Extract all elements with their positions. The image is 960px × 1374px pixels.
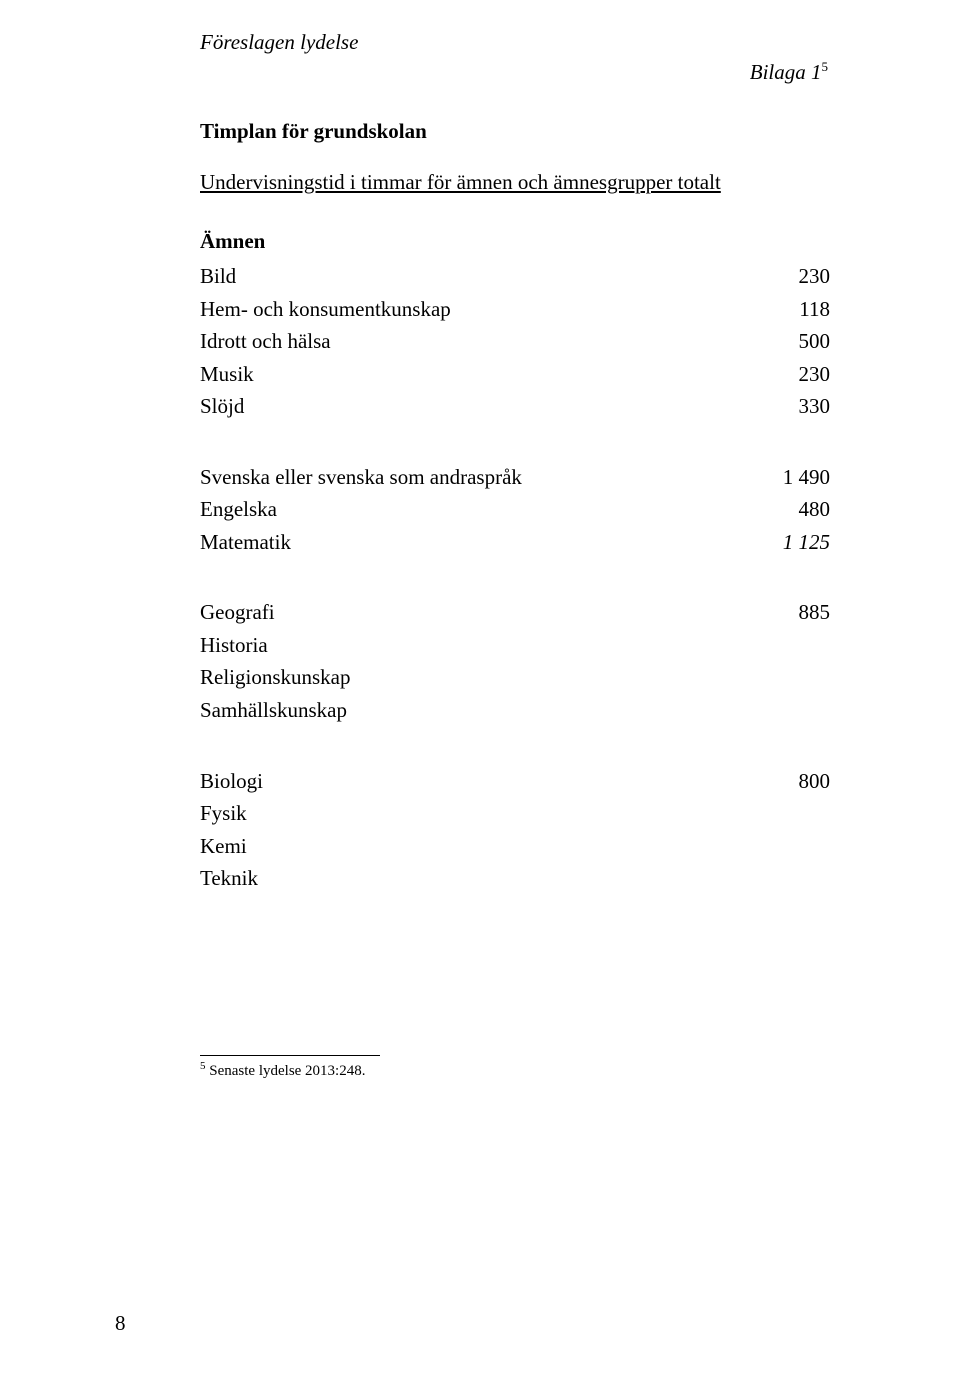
proposed-wording: Föreslagen lydelse [200, 30, 830, 55]
subject-label: Teknik [200, 862, 750, 895]
subject-label: Biologi [200, 765, 750, 798]
subject-value [750, 830, 830, 863]
subject-group-2: Svenska eller svenska som andraspråk1 49… [200, 461, 830, 559]
subject-value: 230 [750, 260, 830, 293]
subject-group-1: Bild230Hem- och konsumentkunskap118Idrot… [200, 260, 830, 423]
subject-row: Svenska eller svenska som andraspråk1 49… [200, 461, 830, 494]
subject-value [750, 862, 830, 895]
bilaga-text: Bilaga 1 [750, 60, 822, 84]
subject-label: Slöjd [200, 390, 750, 423]
subject-row: Musik230 [200, 358, 830, 391]
subject-value: 230 [750, 358, 830, 391]
subject-row: Hem- och konsumentkunskap118 [200, 293, 830, 326]
page-subtitle: Undervisningstid i timmar för ämnen och … [200, 170, 830, 195]
subject-group-4: Biologi800FysikKemiTeknik [200, 765, 830, 895]
subject-label: Historia [200, 629, 750, 662]
subject-row: Historia [200, 629, 830, 662]
subject-label: Samhällskunskap [200, 694, 750, 727]
subject-row: Teknik [200, 862, 830, 895]
subject-row: Religionskunskap [200, 661, 830, 694]
subject-value: 480 [750, 493, 830, 526]
bilaga-super: 5 [822, 59, 829, 74]
subject-label: Kemi [200, 830, 750, 863]
footnote-rule [200, 1055, 380, 1056]
subject-label: Bild [200, 260, 750, 293]
page-title: Timplan för grundskolan [200, 119, 830, 144]
subject-row: Slöjd330 [200, 390, 830, 423]
subject-label: Geografi [200, 596, 750, 629]
subject-row: Biologi800 [200, 765, 830, 798]
subject-row: Fysik [200, 797, 830, 830]
subject-row: Samhällskunskap [200, 694, 830, 727]
subject-value: 118 [750, 293, 830, 326]
subject-row: Idrott och hälsa500 [200, 325, 830, 358]
subject-group-3: Geografi885HistoriaReligionskunskapSamhä… [200, 596, 830, 726]
subject-value [750, 797, 830, 830]
subject-value: 800 [750, 765, 830, 798]
subject-label: Idrott och hälsa [200, 325, 750, 358]
subject-row: Bild230 [200, 260, 830, 293]
subject-value: 885 [750, 596, 830, 629]
footnote-text: Senaste lydelse 2013:248. [206, 1063, 366, 1079]
page-number: 8 [115, 1311, 126, 1336]
footnote: 5 Senaste lydelse 2013:248. [200, 1060, 830, 1080]
subject-value: 500 [750, 325, 830, 358]
section-heading: Ämnen [200, 229, 830, 254]
subject-label: Religionskunskap [200, 661, 750, 694]
subject-label: Fysik [200, 797, 750, 830]
subject-value: 1 125 [750, 526, 830, 559]
subject-value [750, 661, 830, 694]
subject-row: Matematik1 125 [200, 526, 830, 559]
subject-row: Geografi885 [200, 596, 830, 629]
subject-label: Musik [200, 358, 750, 391]
subject-label: Matematik [200, 526, 750, 559]
subject-value: 1 490 [750, 461, 830, 494]
subject-value: 330 [750, 390, 830, 423]
subject-row: Engelska480 [200, 493, 830, 526]
subject-label: Svenska eller svenska som andraspråk [200, 461, 750, 494]
subject-value [750, 629, 830, 662]
bilaga-label: Bilaga 15 [200, 59, 830, 85]
subject-label: Engelska [200, 493, 750, 526]
subject-label: Hem- och konsumentkunskap [200, 293, 750, 326]
subject-row: Kemi [200, 830, 830, 863]
subject-value [750, 694, 830, 727]
